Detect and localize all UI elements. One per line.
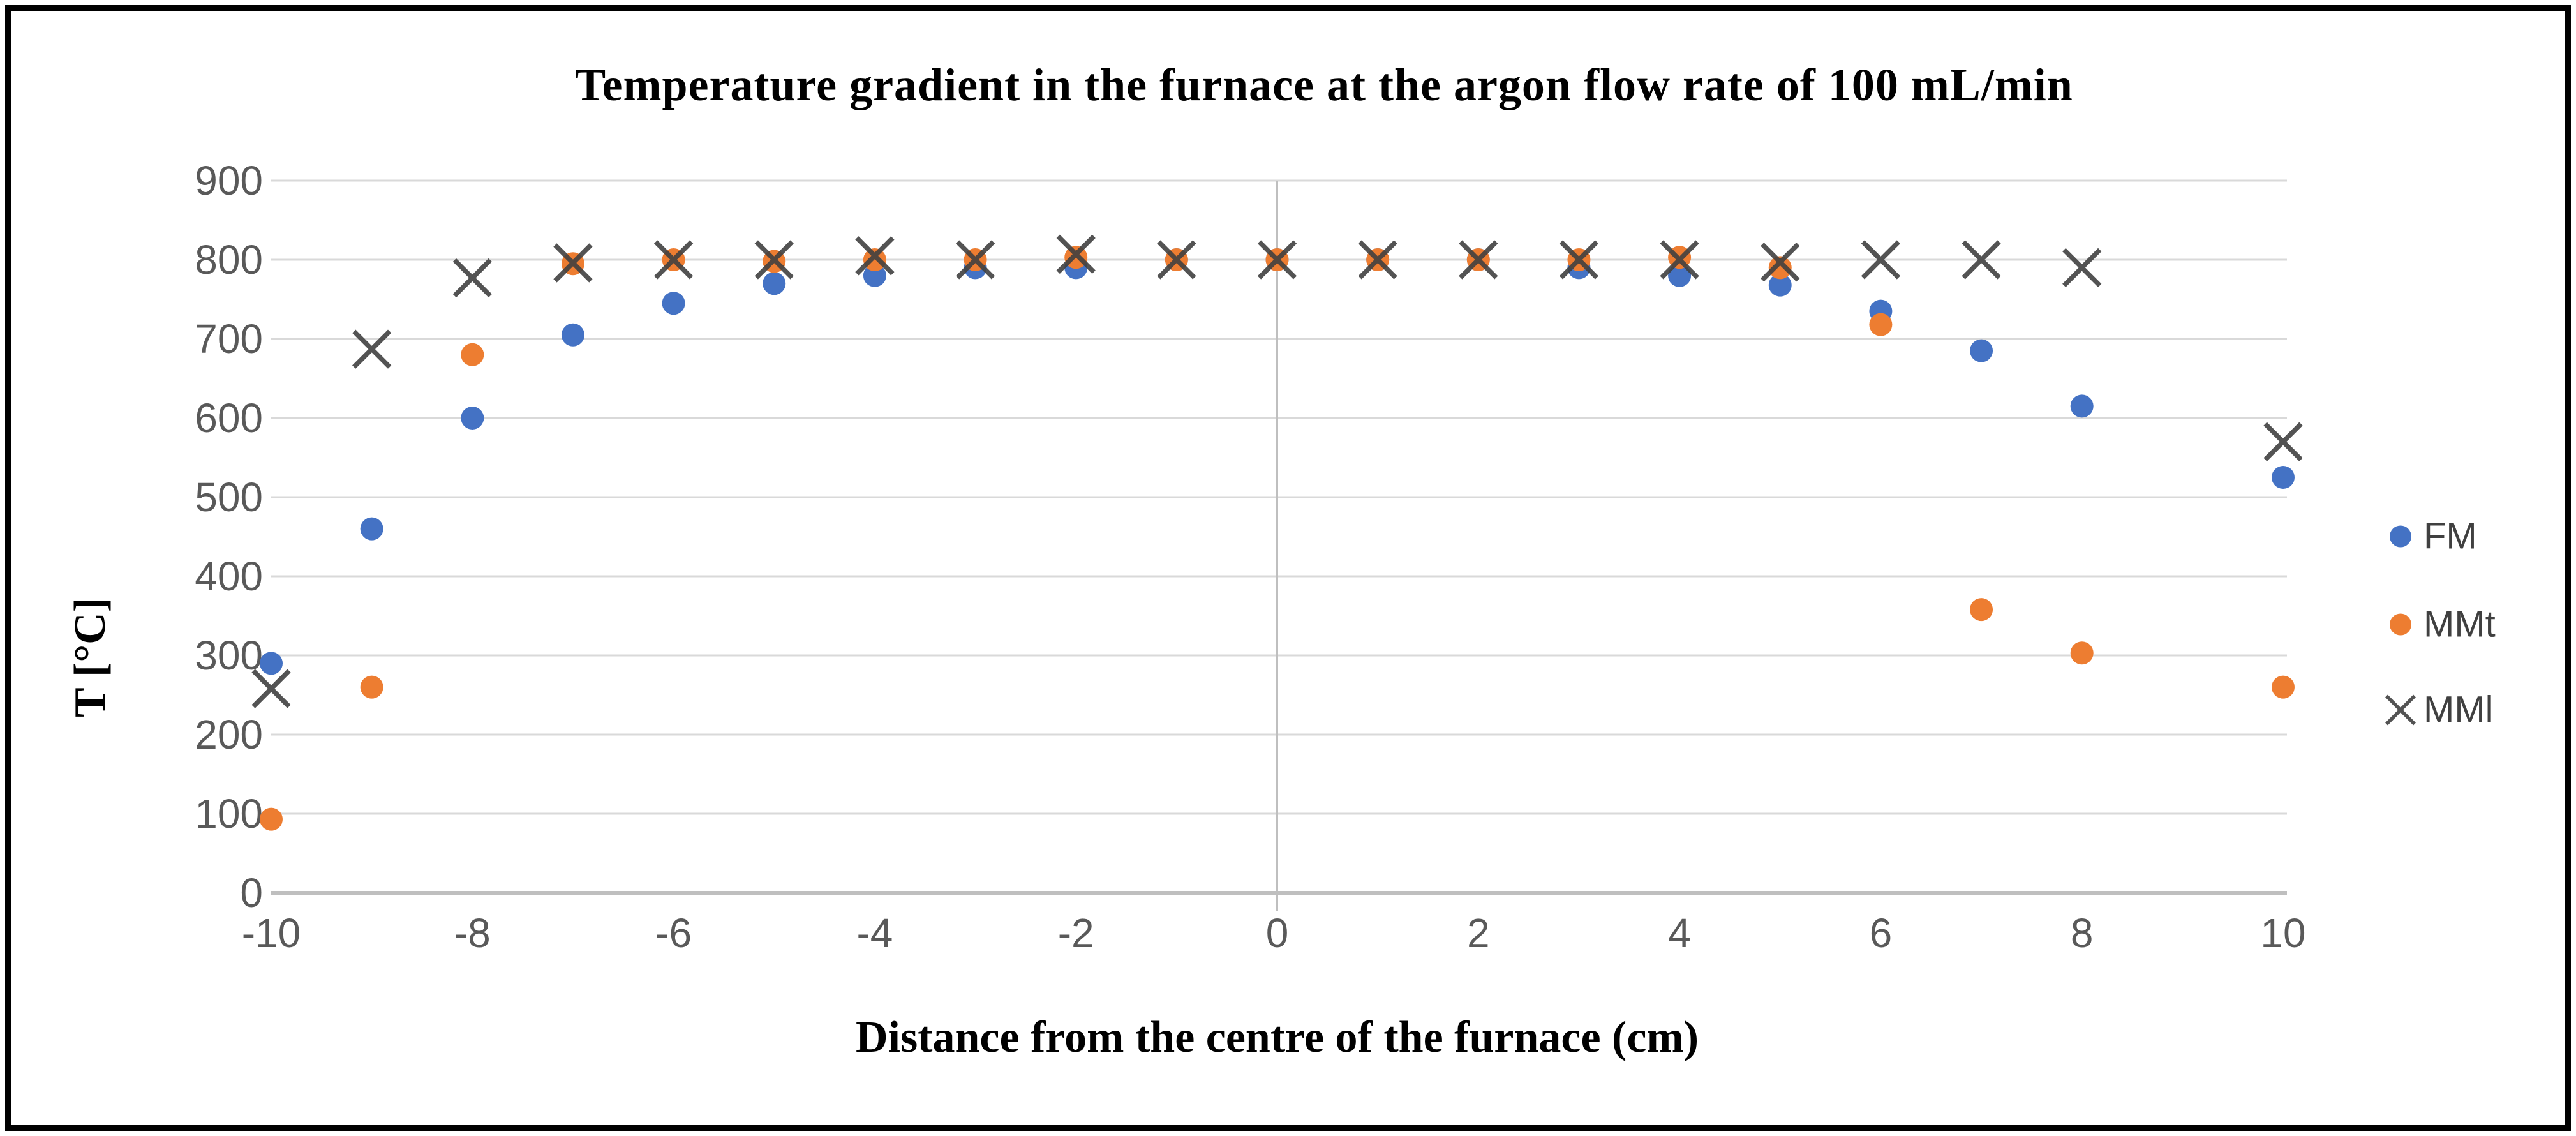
point-fm [2070, 394, 2094, 418]
x-tick-label: 4 [1668, 910, 1691, 956]
point-mml [1056, 234, 1096, 274]
y-tick-label: 900 [195, 158, 263, 204]
point-mml [1660, 240, 1699, 280]
x-tick-label: -8 [454, 910, 491, 956]
x-tick-label: -2 [1058, 910, 1094, 956]
point-fm [763, 272, 786, 295]
y-tick-label: 500 [195, 474, 263, 520]
point-fm [1768, 273, 1792, 297]
point-mml [1358, 240, 1397, 280]
point-mml [754, 240, 794, 280]
legend-item-fm: FM [2381, 515, 2477, 558]
point-mmt [2272, 675, 2295, 699]
legend-label: MMl [2423, 689, 2494, 731]
y-tick-label: 100 [195, 791, 263, 837]
point-fm [1668, 264, 1692, 287]
point-fm [863, 264, 886, 287]
y-tick-label: 0 [240, 870, 263, 916]
point-mml [553, 243, 593, 283]
point-mml [352, 329, 392, 369]
x-axis-title: Distance from the centre of the furnace … [855, 1013, 1699, 1062]
point-mml [1459, 240, 1498, 280]
x-tick-label: 10 [2260, 910, 2305, 956]
point-mmt [1869, 313, 1893, 336]
point-mmt [260, 807, 283, 831]
point-mml [1257, 240, 1297, 280]
y-tick-label: 800 [195, 237, 263, 283]
legend-marker-x-icon [2385, 694, 2416, 725]
y-axis-title: T [°C] [66, 597, 115, 718]
point-fm [1970, 339, 1993, 362]
x-tick-label: -4 [856, 910, 893, 956]
x-tick-label: -10 [242, 910, 301, 956]
x-tick-label: 8 [2071, 910, 2094, 956]
point-mmt [360, 675, 383, 699]
point-mml [251, 669, 291, 708]
legend-item-mml: MMl [2381, 689, 2494, 731]
y-tick-label: 700 [195, 316, 263, 362]
point-fm [260, 652, 283, 675]
y-tick-label: 200 [195, 712, 263, 758]
legend-marker-circle-icon [2390, 525, 2411, 547]
point-mmt [461, 343, 484, 366]
point-mmt [863, 248, 886, 271]
x-tick-label: -6 [655, 910, 692, 956]
point-mml [955, 240, 995, 280]
y-tick-label: 300 [195, 632, 263, 678]
point-mml [452, 258, 492, 298]
point-mml [653, 240, 694, 280]
point-mml [1861, 240, 1901, 280]
chart-title: Temperature gradient in the furnace at t… [575, 59, 2073, 110]
point-mml [1157, 240, 1196, 280]
point-fm [561, 323, 584, 347]
point-mml [1761, 243, 1800, 282]
legend: FM MMt MMl [2381, 0, 2573, 1136]
y-tick-label: 400 [195, 553, 263, 599]
point-mmt [2070, 641, 2094, 665]
point-mml [855, 236, 895, 276]
point-mmt [1768, 256, 1792, 280]
point-mml [1962, 240, 2001, 280]
point-mml [1559, 240, 1599, 280]
point-mml [2062, 248, 2102, 288]
point-mml [2263, 422, 2303, 461]
point-fm [461, 407, 484, 430]
legend-label: FM [2423, 515, 2477, 557]
x-tick-label: 6 [1870, 910, 1893, 956]
point-fm [2272, 466, 2295, 489]
legend-item-mmt: MMt [2381, 603, 2496, 646]
legend-marker-circle-icon [2390, 613, 2411, 635]
legend-label: MMt [2423, 603, 2496, 645]
point-fm [662, 292, 685, 315]
y-tick-label: 600 [195, 395, 263, 441]
x-tick-label: 2 [1467, 910, 1490, 956]
x-tick-label: 0 [1266, 910, 1289, 956]
point-mmt [1970, 598, 1993, 622]
point-fm [360, 517, 383, 541]
